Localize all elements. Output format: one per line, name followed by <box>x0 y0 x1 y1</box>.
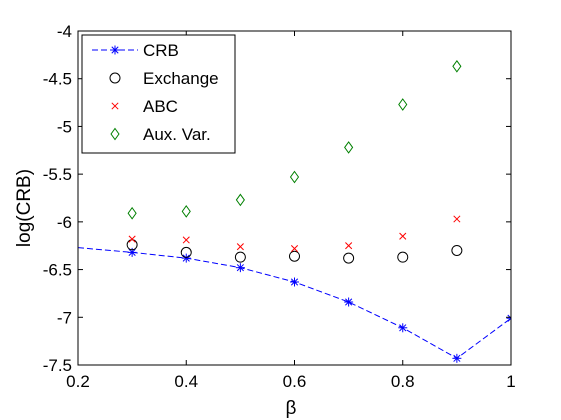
star-marker-stroke <box>507 317 511 322</box>
x-marker-stroke <box>236 243 244 251</box>
data-point-aux-var <box>398 98 408 111</box>
x-marker-stroke <box>453 215 461 223</box>
y-tick-label: -5.5 <box>43 165 72 184</box>
data-point-abc <box>290 245 299 253</box>
star-marker-stroke <box>128 248 136 256</box>
y-tick-label: -6 <box>57 213 72 232</box>
x-marker-stroke <box>290 245 299 253</box>
axes: 0.2 0.4 0.6 0.8 1 -4 -4.5 -5 -5.5 -6 -6.5 -7 -7.5 <box>43 22 516 391</box>
data-point-abc <box>128 235 136 243</box>
star-marker-stroke <box>399 324 407 332</box>
data-point-crb <box>452 353 462 363</box>
series-aux-var <box>127 59 462 220</box>
y-tick-label: -7 <box>57 308 72 327</box>
legend-label: CRB <box>143 41 179 60</box>
data-point-crb <box>506 313 511 323</box>
data-point-abc <box>453 215 461 223</box>
data-point-crb <box>398 323 408 333</box>
star-marker-stroke <box>507 314 511 319</box>
legend-label: ABC <box>143 97 178 116</box>
data-point-abc <box>182 236 190 244</box>
star-marker-stroke <box>345 298 353 306</box>
x-marker-stroke <box>399 232 407 240</box>
data-point-crb <box>181 253 191 263</box>
x-tick-label: 0.8 <box>391 372 415 391</box>
data-point-exchange <box>126 239 138 251</box>
data-point-aux-var <box>181 205 191 218</box>
y-axis-label: log(CRB) <box>14 169 35 247</box>
x-marker-stroke <box>345 242 353 250</box>
data-point-aux-var <box>235 193 245 207</box>
data-point-abc <box>399 232 407 240</box>
y-tick-label: -7.5 <box>43 356 72 375</box>
series-exchange <box>126 239 463 264</box>
data-point-crb <box>344 297 354 307</box>
legend-marker <box>110 127 120 141</box>
x-marker-stroke <box>128 235 136 243</box>
y-tick-label: -4.5 <box>43 70 72 89</box>
star-marker-stroke <box>453 354 461 362</box>
star-marker-stroke <box>111 46 119 54</box>
legend-item-crb: CRB <box>92 41 179 60</box>
x-tick-label: 1 <box>506 372 515 391</box>
star-marker-stroke <box>182 254 190 262</box>
y-tick-label: -6.5 <box>43 261 72 280</box>
data-point-abc <box>236 243 244 251</box>
data-point-abc <box>345 242 353 250</box>
data-point-aux-var <box>289 170 300 184</box>
data-point-exchange <box>180 246 192 258</box>
data-point-crb <box>290 277 299 287</box>
y-tick-label: -4 <box>57 22 72 41</box>
data-point-aux-var <box>452 59 462 73</box>
star-marker-stroke <box>236 264 244 272</box>
legend-marker <box>111 102 119 110</box>
y-tick-label: -5 <box>57 117 72 136</box>
data-point-crb <box>235 263 245 273</box>
series-layer <box>78 59 511 363</box>
legend-item-exchange: Exchange <box>109 69 219 88</box>
data-point-exchange <box>289 250 300 262</box>
x-marker-stroke <box>182 236 190 244</box>
star-marker-stroke <box>290 278 299 286</box>
series-abc <box>128 215 461 253</box>
legend-item-abc: ABC <box>111 97 178 116</box>
data-point-aux-var <box>127 206 137 220</box>
legend-marker <box>109 72 121 84</box>
x-tick-label: 0.6 <box>283 372 307 391</box>
x-axis-label: β <box>286 398 297 419</box>
legend-marker <box>110 45 120 55</box>
legend-label: Exchange <box>143 69 219 88</box>
data-point-aux-var <box>344 141 354 154</box>
data-point-exchange <box>343 252 355 264</box>
legend-box <box>81 34 236 154</box>
legend-label: Aux. Var. <box>143 125 211 144</box>
legend: CRB Exchange ABC Aux. Var. <box>81 34 236 154</box>
data-point-exchange <box>234 251 246 263</box>
data-point-exchange <box>451 244 463 256</box>
legend-item-aux-var: Aux. Var. <box>110 125 211 144</box>
x-tick-label: 0.4 <box>174 372 198 391</box>
x-marker-stroke <box>111 102 119 110</box>
x-tick-label: 0.2 <box>66 372 90 391</box>
data-point-exchange <box>397 251 409 263</box>
